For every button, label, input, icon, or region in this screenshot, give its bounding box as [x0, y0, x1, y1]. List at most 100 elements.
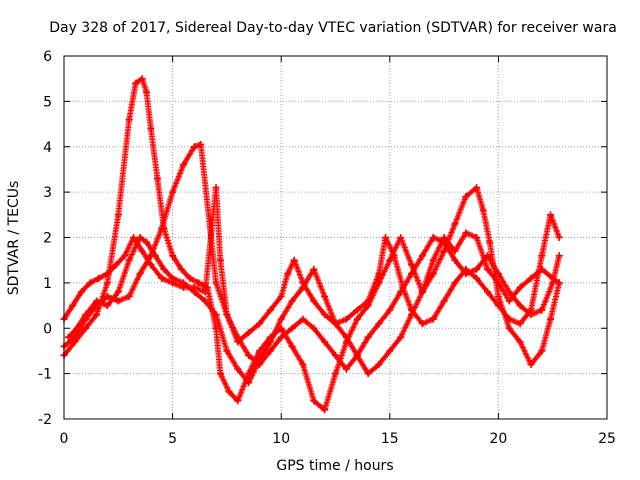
data-marks [60, 75, 563, 414]
x-axis-label: GPS time / hours [276, 458, 393, 474]
data-point [112, 261, 120, 269]
data-point [169, 274, 177, 282]
data-point [473, 274, 481, 282]
data-point [494, 270, 502, 278]
data-point [473, 265, 481, 273]
data-point [429, 256, 437, 264]
data-point [277, 315, 285, 323]
data-point [353, 315, 361, 323]
data-point [516, 320, 524, 328]
data-point [486, 238, 494, 246]
data-point [93, 311, 101, 319]
data-point [158, 224, 166, 232]
data-point [179, 161, 187, 169]
data-point [190, 143, 198, 151]
data-point [538, 252, 546, 260]
data-point [321, 292, 329, 300]
data-point [277, 333, 285, 341]
y-tick-label: 6 [43, 49, 52, 65]
data-point [234, 365, 242, 373]
data-point [147, 261, 155, 269]
data-point [505, 297, 513, 305]
data-point [299, 361, 307, 369]
data-point [234, 397, 242, 405]
data-point [288, 342, 296, 350]
data-point [397, 234, 405, 241]
data-point [266, 338, 274, 346]
data-point [103, 270, 111, 278]
data-point [429, 315, 437, 323]
data-point [299, 283, 307, 291]
data-point [169, 252, 177, 260]
data-point [440, 234, 448, 241]
grid-lines [64, 56, 607, 419]
y-axis-label: SDTVAR / TECUs [6, 181, 22, 296]
data-point [114, 288, 122, 296]
data-point [321, 311, 329, 319]
data-point [103, 292, 111, 300]
data-point [212, 311, 220, 319]
data-point [255, 356, 263, 364]
data-point [440, 247, 448, 255]
x-tick-label: 10 [272, 431, 290, 447]
data-point [255, 347, 263, 355]
data-point [505, 288, 513, 296]
data-point [212, 184, 220, 192]
x-tick-label: 5 [168, 431, 177, 447]
data-point [555, 279, 563, 287]
data-point [114, 297, 122, 305]
data-point [332, 351, 339, 359]
data-point [93, 297, 101, 305]
data-point [342, 315, 350, 323]
data-point [451, 247, 459, 255]
data-point [64, 333, 72, 341]
data-point [462, 229, 470, 237]
data-point [332, 320, 339, 328]
data-point [547, 315, 555, 323]
data-point [364, 297, 372, 305]
data-point [290, 256, 298, 264]
data-point [418, 320, 426, 328]
data-point [201, 297, 209, 305]
data-point [245, 351, 253, 359]
data-point [197, 140, 205, 148]
data-point [288, 297, 296, 305]
y-tick-label: -2 [38, 412, 52, 428]
data-point [473, 184, 481, 192]
data-point [186, 274, 194, 282]
data-point [71, 333, 79, 341]
data-point [77, 288, 85, 296]
data-point [310, 397, 318, 405]
data-point [555, 252, 563, 260]
data-point [245, 329, 253, 337]
data-point [95, 274, 103, 282]
data-point [462, 265, 470, 273]
data-point [195, 279, 203, 287]
data-point [353, 351, 361, 359]
data-point [179, 279, 187, 287]
data-point [381, 234, 389, 241]
data-point [479, 206, 487, 214]
x-tick-label: 20 [489, 431, 507, 447]
data-point [310, 324, 318, 332]
data-point [310, 297, 318, 305]
data-point [451, 256, 459, 264]
data-point [342, 333, 350, 341]
data-point [386, 256, 394, 264]
data-point [284, 270, 292, 278]
data-point [408, 261, 416, 269]
data-point [223, 311, 231, 319]
data-point [516, 283, 524, 291]
data-point [332, 370, 339, 378]
data-point [527, 306, 535, 314]
data-point [321, 406, 329, 414]
data-point [408, 311, 416, 319]
data-point [516, 338, 524, 346]
data-point [177, 265, 185, 273]
data-point [494, 302, 502, 310]
y-tick-label: 0 [43, 321, 52, 337]
data-point [136, 234, 144, 241]
data-point [223, 347, 231, 355]
data-point [216, 256, 224, 264]
